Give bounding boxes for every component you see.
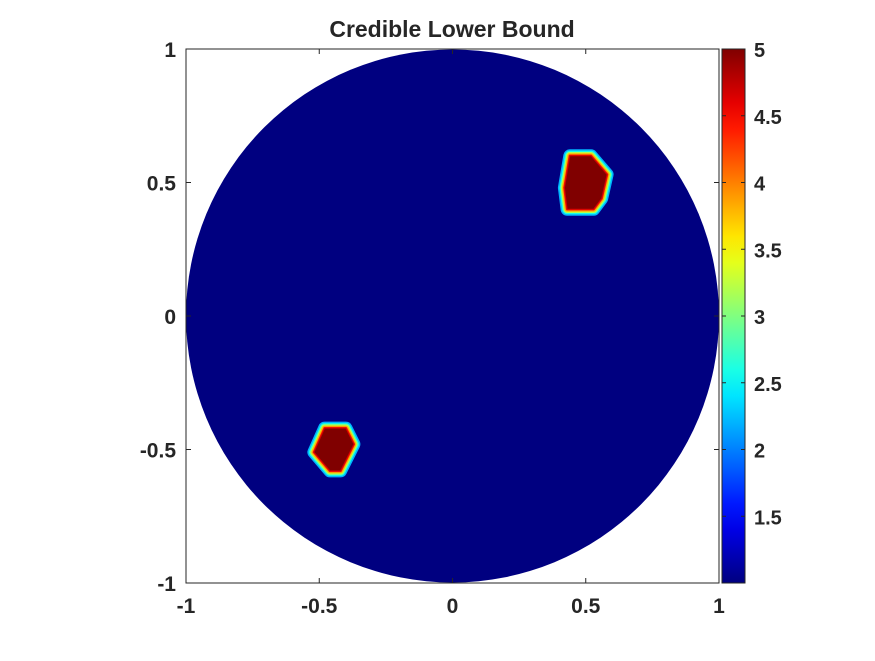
x-tick-label: 0: [447, 595, 459, 618]
y-tick-label: -0.5: [140, 440, 177, 463]
axes: -1 -0.5 0 0.5 1 1 0.5 0 -0.5 -1: [140, 39, 725, 618]
colorbar-tick-label: 3: [754, 307, 765, 329]
x-tick-label: -0.5: [301, 595, 338, 618]
chart-title: Credible Lower Bound: [329, 16, 574, 42]
x-tick-label: 1: [713, 595, 725, 618]
colorbar-tick-label: 5: [754, 40, 765, 62]
colorbar: 5 4.5 4 3.5 3 2.5 2 1.5: [721, 40, 782, 584]
x-tick-label: 0.5: [571, 595, 601, 618]
colorbar-tick-label: 2: [754, 441, 765, 463]
colorbar-tick-label: 4.5: [754, 107, 782, 129]
peak-region-1: [557, 149, 614, 216]
y-tick-label: 1: [164, 39, 176, 62]
y-tick-label: 0: [164, 306, 176, 329]
y-tick-label: -1: [157, 573, 176, 596]
y-tick-label: 0.5: [147, 173, 177, 196]
colorbar-tick-label: 1.5: [754, 507, 782, 529]
plot-area: [186, 49, 719, 583]
x-tick-label: -1: [177, 595, 196, 618]
colorbar-tick-label: 4: [754, 174, 766, 196]
peak-region-2: [307, 421, 361, 478]
colorbar-tick-label: 2.5: [754, 374, 782, 396]
disk-domain: [186, 49, 719, 583]
colorbar-tick-label: 3.5: [754, 240, 782, 262]
